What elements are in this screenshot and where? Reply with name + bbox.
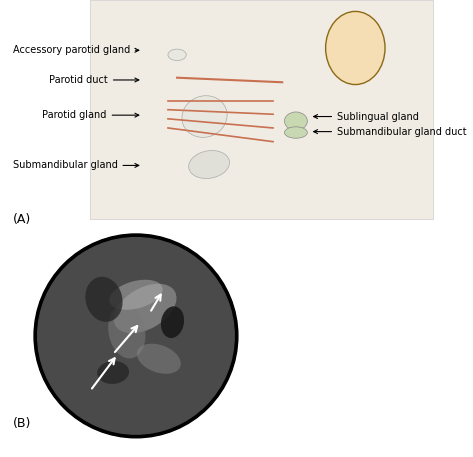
Ellipse shape bbox=[284, 127, 307, 138]
Ellipse shape bbox=[161, 306, 184, 338]
Text: Accessory parotid gland: Accessory parotid gland bbox=[13, 45, 139, 55]
Text: Parotid duct: Parotid duct bbox=[49, 75, 139, 85]
Text: Sublingual gland: Sublingual gland bbox=[314, 112, 419, 122]
Ellipse shape bbox=[168, 49, 186, 61]
Ellipse shape bbox=[182, 96, 227, 138]
Circle shape bbox=[34, 234, 238, 438]
Ellipse shape bbox=[109, 280, 163, 310]
Ellipse shape bbox=[284, 112, 307, 130]
Ellipse shape bbox=[97, 361, 129, 384]
Text: Parotid gland: Parotid gland bbox=[42, 110, 139, 120]
Ellipse shape bbox=[108, 304, 145, 358]
FancyBboxPatch shape bbox=[90, 0, 433, 219]
Ellipse shape bbox=[137, 344, 181, 374]
Ellipse shape bbox=[85, 277, 123, 322]
Ellipse shape bbox=[114, 284, 176, 333]
Ellipse shape bbox=[325, 11, 385, 85]
Text: (A): (A) bbox=[13, 213, 31, 225]
Text: Submandibular gland: Submandibular gland bbox=[13, 160, 139, 170]
Text: (B): (B) bbox=[13, 417, 31, 430]
Ellipse shape bbox=[189, 150, 229, 179]
Circle shape bbox=[38, 238, 234, 434]
Text: Submandibular gland duct: Submandibular gland duct bbox=[314, 127, 467, 137]
